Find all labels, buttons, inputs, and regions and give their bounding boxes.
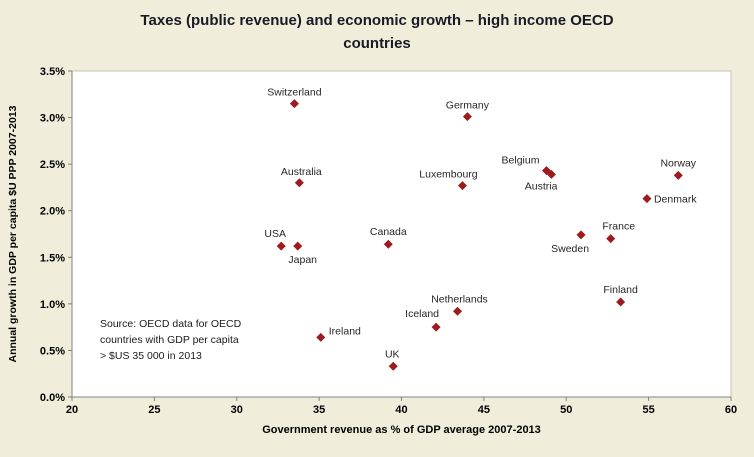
point-label-canada: Canada — [370, 226, 407, 238]
x-tick-label: 40 — [395, 404, 407, 416]
x-tick-label: 50 — [560, 404, 572, 416]
source-note: Source: OECD data for OECD countries wit… — [100, 316, 241, 364]
data-point-germany — [462, 112, 472, 122]
data-point-norway — [673, 170, 683, 180]
source-note-line2: countries with GDP per capita — [100, 334, 239, 346]
y-tick-label: 1.5% — [40, 252, 65, 264]
point-label-japan: Japan — [288, 254, 317, 266]
x-tick-label: 30 — [231, 404, 243, 416]
x-tick-label: 20 — [66, 404, 78, 416]
y-tick-label: 3.0% — [40, 113, 65, 125]
data-point-ireland — [316, 332, 326, 342]
point-label-switzerland: Switzerland — [267, 87, 321, 99]
point-label-uk: UK — [385, 348, 400, 360]
data-point-canada — [383, 239, 393, 249]
chart-title-line1: Taxes (public revenue) and economic grow… — [140, 12, 614, 29]
point-label-norway: Norway — [660, 157, 696, 169]
data-point-australia — [294, 178, 304, 188]
data-point-uk — [388, 361, 398, 371]
x-tick-label: 60 — [725, 404, 737, 416]
data-point-denmark — [642, 194, 652, 204]
point-label-netherlands: Netherlands — [431, 293, 488, 305]
chart-title-line2: countries — [343, 35, 411, 52]
point-label-austria: Austria — [525, 180, 558, 192]
y-tick-label: 0.5% — [40, 345, 65, 357]
x-tick-label: 45 — [478, 404, 490, 416]
data-point-sweden — [576, 230, 586, 240]
data-point-iceland — [431, 322, 441, 332]
data-point-france — [606, 234, 616, 244]
point-label-belgium: Belgium — [502, 155, 540, 167]
point-label-australia: Australia — [281, 166, 322, 178]
chart-title: Taxes (public revenue) and economic grow… — [0, 9, 754, 55]
data-point-switzerland — [289, 99, 299, 109]
x-tick-label: 55 — [643, 404, 655, 416]
source-note-line1: Source: OECD data for OECD — [100, 318, 242, 330]
point-label-iceland: Iceland — [405, 308, 439, 320]
data-point-usa — [276, 241, 286, 251]
point-label-sweden: Sweden — [551, 243, 589, 255]
y-tick-label: 0.0% — [40, 392, 65, 404]
data-point-japan — [293, 241, 303, 251]
point-label-denmark: Denmark — [654, 194, 697, 206]
y-tick-label: 3.5% — [40, 66, 65, 78]
data-point-luxembourg — [457, 181, 467, 191]
point-label-france: France — [602, 221, 635, 233]
y-tick-label: 1.0% — [40, 299, 65, 311]
source-note-line3: > $US 35 000 in 2013 — [100, 350, 202, 362]
data-point-austria — [546, 169, 556, 179]
data-point-finland — [616, 297, 626, 307]
x-axis-title: Government revenue as % of GDP average 2… — [262, 424, 541, 436]
point-label-finland: Finland — [603, 284, 638, 296]
point-label-luxembourg: Luxembourg — [419, 169, 478, 181]
y-tick-label: 2.5% — [40, 159, 65, 171]
data-point-netherlands — [453, 306, 463, 316]
x-tick-label: 35 — [313, 404, 325, 416]
point-label-usa: USA — [264, 228, 286, 240]
point-label-germany: Germany — [446, 100, 490, 112]
plot-area — [71, 70, 732, 398]
point-label-ireland: Ireland — [329, 325, 361, 337]
x-tick-label: 25 — [148, 404, 160, 416]
y-tick-label: 2.0% — [40, 206, 65, 218]
